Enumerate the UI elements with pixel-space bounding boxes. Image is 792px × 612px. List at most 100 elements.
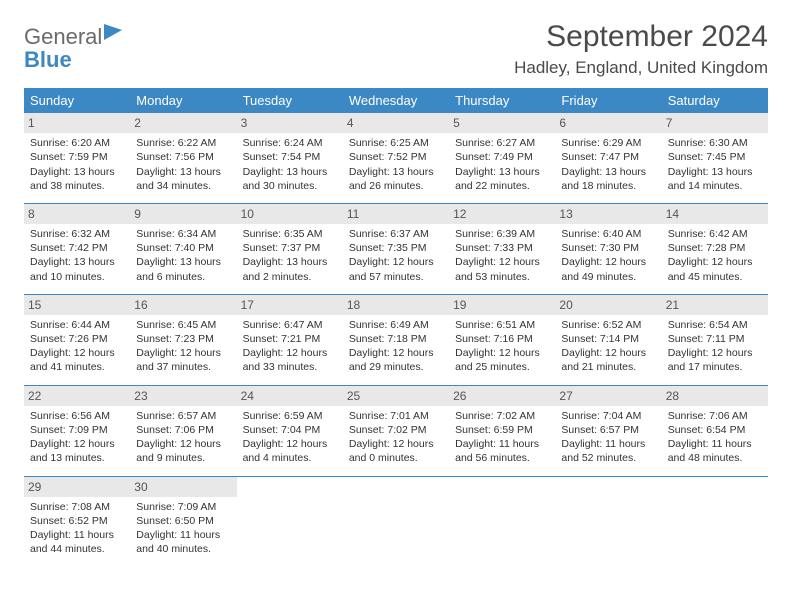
sunset-line: Sunset: 7:52 PM — [349, 150, 443, 164]
sunrise-line: Sunrise: 6:56 AM — [30, 409, 124, 423]
sunrise-line: Sunrise: 6:25 AM — [349, 136, 443, 150]
calendar-cell: 12Sunrise: 6:39 AMSunset: 7:33 PMDayligh… — [449, 203, 555, 294]
weekday-header: Saturday — [662, 88, 768, 113]
calendar-cell: 30Sunrise: 7:09 AMSunset: 6:50 PMDayligh… — [130, 476, 236, 566]
sunset-line: Sunset: 7:49 PM — [455, 150, 549, 164]
day-number: 18 — [343, 295, 449, 315]
calendar-cell: 28Sunrise: 7:06 AMSunset: 6:54 PMDayligh… — [662, 385, 768, 476]
sunset-line: Sunset: 7:04 PM — [243, 423, 337, 437]
sunset-line: Sunset: 7:42 PM — [30, 241, 124, 255]
calendar-cell: 3Sunrise: 6:24 AMSunset: 7:54 PMDaylight… — [237, 113, 343, 203]
sunrise-line: Sunrise: 6:20 AM — [30, 136, 124, 150]
calendar-cell: . — [343, 476, 449, 566]
daylight-line: Daylight: 12 hours and 53 minutes. — [455, 255, 549, 283]
calendar-cell: 6Sunrise: 6:29 AMSunset: 7:47 PMDaylight… — [555, 113, 661, 203]
sunset-line: Sunset: 6:50 PM — [136, 514, 230, 528]
calendar-cell: . — [449, 476, 555, 566]
day-number: 3 — [237, 113, 343, 133]
daylight-line: Daylight: 11 hours and 40 minutes. — [136, 528, 230, 556]
day-number: 24 — [237, 386, 343, 406]
daylight-line: Daylight: 13 hours and 26 minutes. — [349, 165, 443, 193]
daylight-line: Daylight: 13 hours and 14 minutes. — [668, 165, 762, 193]
daylight-line: Daylight: 12 hours and 33 minutes. — [243, 346, 337, 374]
daylight-line: Daylight: 12 hours and 21 minutes. — [561, 346, 655, 374]
sunrise-line: Sunrise: 7:09 AM — [136, 500, 230, 514]
calendar-head: SundayMondayTuesdayWednesdayThursdayFrid… — [24, 88, 768, 113]
title-block: September 2024 Hadley, England, United K… — [514, 20, 768, 78]
day-number: 26 — [449, 386, 555, 406]
calendar-cell: 11Sunrise: 6:37 AMSunset: 7:35 PMDayligh… — [343, 203, 449, 294]
sunset-line: Sunset: 7:21 PM — [243, 332, 337, 346]
sunset-line: Sunset: 7:59 PM — [30, 150, 124, 164]
location: Hadley, England, United Kingdom — [514, 58, 768, 78]
calendar-cell: . — [662, 476, 768, 566]
calendar-cell: 15Sunrise: 6:44 AMSunset: 7:26 PMDayligh… — [24, 294, 130, 385]
daylight-line: Daylight: 13 hours and 6 minutes. — [136, 255, 230, 283]
daylight-line: Daylight: 13 hours and 34 minutes. — [136, 165, 230, 193]
sunset-line: Sunset: 7:40 PM — [136, 241, 230, 255]
weekday-header: Thursday — [449, 88, 555, 113]
calendar-cell: 2Sunrise: 6:22 AMSunset: 7:56 PMDaylight… — [130, 113, 236, 203]
sunrise-line: Sunrise: 6:57 AM — [136, 409, 230, 423]
daylight-line: Daylight: 13 hours and 22 minutes. — [455, 165, 549, 193]
sunrise-line: Sunrise: 6:52 AM — [561, 318, 655, 332]
sunrise-line: Sunrise: 6:40 AM — [561, 227, 655, 241]
sunrise-line: Sunrise: 6:45 AM — [136, 318, 230, 332]
daylight-line: Daylight: 13 hours and 38 minutes. — [30, 165, 124, 193]
day-number: 17 — [237, 295, 343, 315]
calendar-cell: 9Sunrise: 6:34 AMSunset: 7:40 PMDaylight… — [130, 203, 236, 294]
calendar-cell: 5Sunrise: 6:27 AMSunset: 7:49 PMDaylight… — [449, 113, 555, 203]
daylight-line: Daylight: 11 hours and 48 minutes. — [668, 437, 762, 465]
logo-triangle-icon — [104, 24, 122, 40]
day-number: 20 — [555, 295, 661, 315]
daylight-line: Daylight: 11 hours and 56 minutes. — [455, 437, 549, 465]
weekday-header: Wednesday — [343, 88, 449, 113]
calendar-cell: 4Sunrise: 6:25 AMSunset: 7:52 PMDaylight… — [343, 113, 449, 203]
sunset-line: Sunset: 7:54 PM — [243, 150, 337, 164]
brand-part2: Blue — [24, 47, 72, 72]
calendar-cell: 26Sunrise: 7:02 AMSunset: 6:59 PMDayligh… — [449, 385, 555, 476]
calendar-cell: 17Sunrise: 6:47 AMSunset: 7:21 PMDayligh… — [237, 294, 343, 385]
calendar-cell: 19Sunrise: 6:51 AMSunset: 7:16 PMDayligh… — [449, 294, 555, 385]
daylight-line: Daylight: 12 hours and 57 minutes. — [349, 255, 443, 283]
sunrise-line: Sunrise: 6:35 AM — [243, 227, 337, 241]
daylight-line: Daylight: 11 hours and 44 minutes. — [30, 528, 124, 556]
sunrise-line: Sunrise: 7:04 AM — [561, 409, 655, 423]
daylight-line: Daylight: 13 hours and 10 minutes. — [30, 255, 124, 283]
sunset-line: Sunset: 7:06 PM — [136, 423, 230, 437]
calendar-cell: . — [237, 476, 343, 566]
daylight-line: Daylight: 12 hours and 29 minutes. — [349, 346, 443, 374]
daylight-line: Daylight: 12 hours and 4 minutes. — [243, 437, 337, 465]
sunrise-line: Sunrise: 6:44 AM — [30, 318, 124, 332]
calendar-body: 1Sunrise: 6:20 AMSunset: 7:59 PMDaylight… — [24, 113, 768, 566]
day-number: 12 — [449, 204, 555, 224]
calendar-cell: 25Sunrise: 7:01 AMSunset: 7:02 PMDayligh… — [343, 385, 449, 476]
sunset-line: Sunset: 7:35 PM — [349, 241, 443, 255]
day-number: 22 — [24, 386, 130, 406]
calendar-cell: 10Sunrise: 6:35 AMSunset: 7:37 PMDayligh… — [237, 203, 343, 294]
calendar-cell: 14Sunrise: 6:42 AMSunset: 7:28 PMDayligh… — [662, 203, 768, 294]
sunrise-line: Sunrise: 6:42 AM — [668, 227, 762, 241]
sunset-line: Sunset: 7:02 PM — [349, 423, 443, 437]
sunrise-line: Sunrise: 6:37 AM — [349, 227, 443, 241]
sunset-line: Sunset: 7:47 PM — [561, 150, 655, 164]
sunset-line: Sunset: 7:37 PM — [243, 241, 337, 255]
day-number: 7 — [662, 113, 768, 133]
sunset-line: Sunset: 7:23 PM — [136, 332, 230, 346]
daylight-line: Daylight: 13 hours and 2 minutes. — [243, 255, 337, 283]
sunrise-line: Sunrise: 6:30 AM — [668, 136, 762, 150]
day-number: 8 — [24, 204, 130, 224]
sunrise-line: Sunrise: 6:22 AM — [136, 136, 230, 150]
sunset-line: Sunset: 7:26 PM — [30, 332, 124, 346]
calendar-cell: 27Sunrise: 7:04 AMSunset: 6:57 PMDayligh… — [555, 385, 661, 476]
weekday-header: Monday — [130, 88, 236, 113]
sunrise-line: Sunrise: 7:08 AM — [30, 500, 124, 514]
sunset-line: Sunset: 7:11 PM — [668, 332, 762, 346]
month-title: September 2024 — [514, 20, 768, 54]
brand-logo: General Blue — [24, 26, 122, 72]
day-number: 16 — [130, 295, 236, 315]
header: General Blue September 2024 Hadley, Engl… — [24, 20, 768, 78]
sunrise-line: Sunrise: 6:34 AM — [136, 227, 230, 241]
calendar-cell: 24 Sunrise: 6:59 AMSunset: 7:04 PMDayligh… — [237, 385, 343, 476]
sunrise-line: Sunrise: 6:59 AM — [243, 409, 337, 423]
